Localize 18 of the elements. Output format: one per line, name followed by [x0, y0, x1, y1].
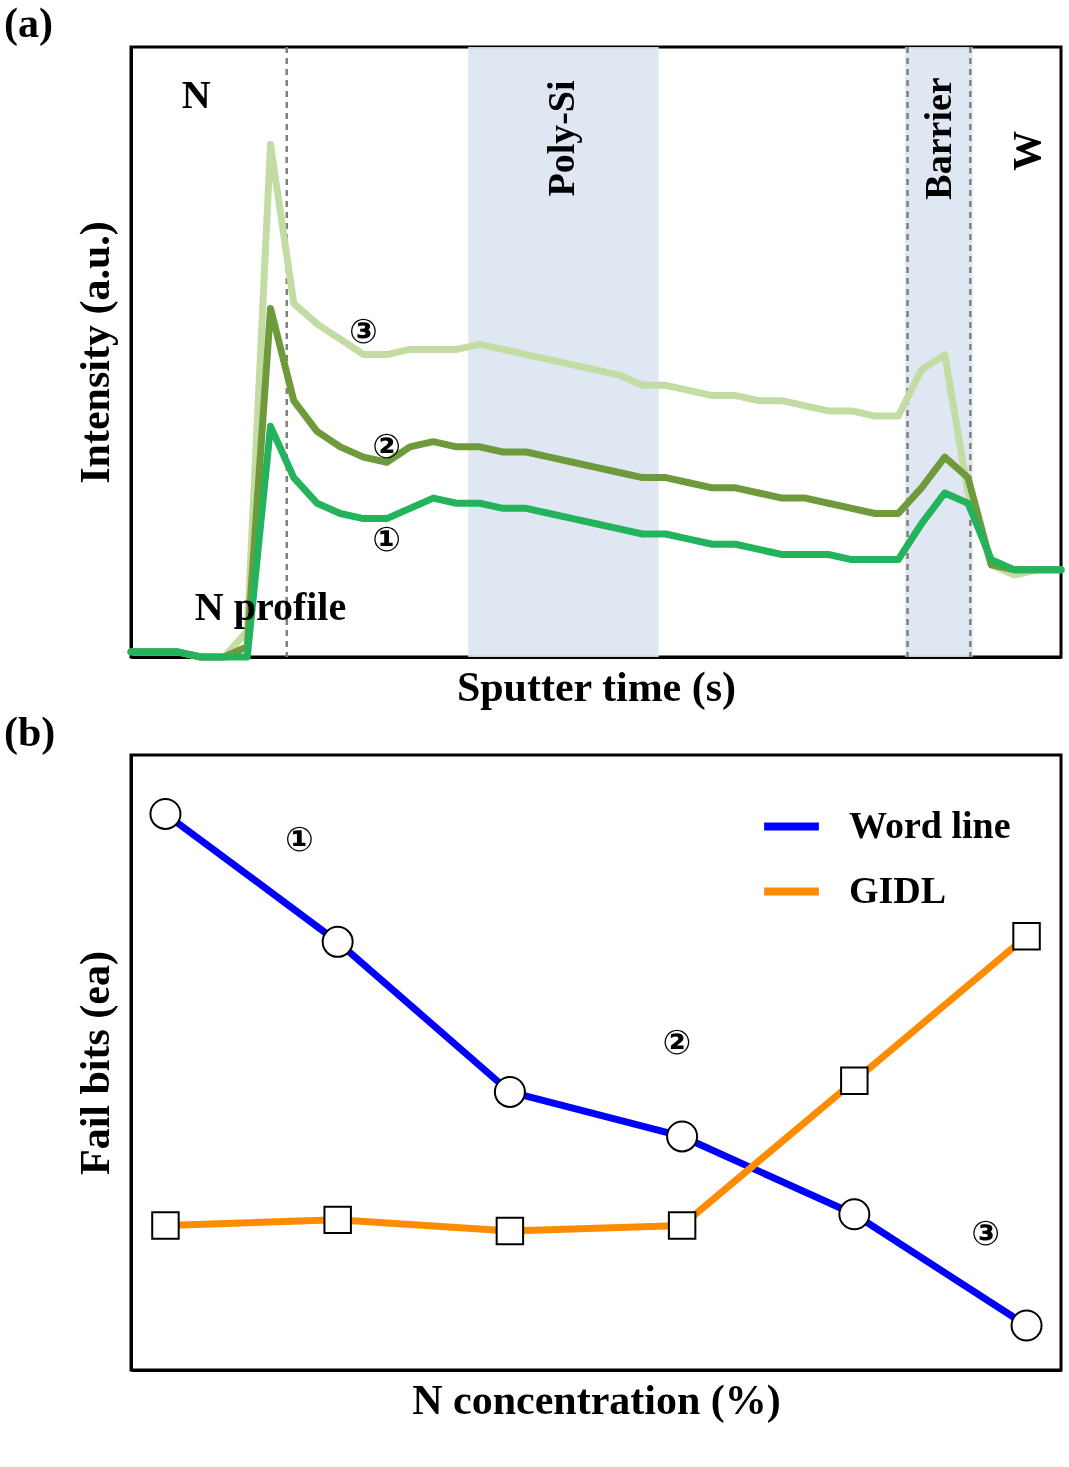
chart-title: (b): [4, 709, 56, 756]
series-label: ②: [372, 426, 402, 467]
series-label: ③: [349, 310, 378, 351]
legend-label: Word line: [849, 803, 1011, 846]
annotation: Barrier: [917, 77, 960, 200]
annotation: ③: [971, 1212, 1001, 1253]
y-axis-title: Intensity (a.u.): [71, 221, 119, 484]
legend-label: GIDL: [849, 868, 947, 911]
annotation: W: [1004, 130, 1050, 171]
annotation: ①: [284, 819, 314, 860]
annotation: Poly-Si: [540, 80, 583, 197]
annotation: ②: [662, 1022, 692, 1063]
x-axis-title: N concentration (%): [412, 1376, 781, 1424]
x-axis-title: Sputter time (s): [456, 663, 737, 711]
series-label: ①: [372, 518, 402, 559]
y-axis-title: Fail bits (ea): [71, 951, 119, 1175]
chart-title: (a): [4, 0, 53, 47]
text: N: [181, 71, 211, 117]
